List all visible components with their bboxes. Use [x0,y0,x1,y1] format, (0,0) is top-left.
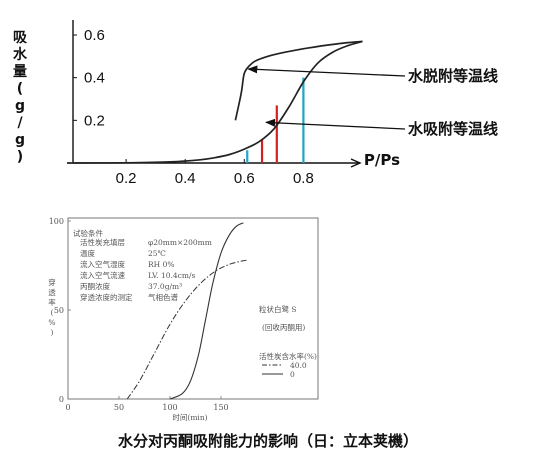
y-axis-label-char: 透 [48,288,56,297]
y-axis-label-char: g [15,132,25,148]
breakthrough-legend: 活性炭含水率(%) 40.00 [259,351,317,379]
figure-caption: 水分对丙酮吸附能力的影响（日：立本荚機） [118,432,418,450]
annotation-label: 水脱附等温线 [408,67,498,85]
y-axis-label-char: ( [17,81,23,97]
isotherm-pressure-markers [246,77,305,163]
y-axis-label-char: 水 [13,46,28,63]
test-conditions-title: 试验条件 [73,228,103,238]
y-tick-label: 0.4 [84,70,105,87]
breakthrough-tick-labels: 0 50 100 150 0 50 100 [49,217,229,412]
y-tick-label: 100 [49,217,64,226]
x-tick-label: 100 [162,403,177,412]
x-tick-label: 0.4 [175,170,196,187]
sample-label: 粒状白鹭 S [259,304,297,314]
recovery-label: (回收丙酮用) [262,322,305,332]
condition-name: 流入空气湿度 [80,259,125,269]
isotherm-series [66,40,363,164]
y-axis-label-char: ) [17,149,23,165]
isotherm-chart: 0.2 0.4 0.6 0.80.20.40.6 吸水量(g/g) P/Ps 水脱附等… [13,20,498,187]
isotherm-y-axis-label: 吸水量(g/g) [13,30,28,165]
desorption-isotherm-line [234,40,363,121]
condition-name: 流入空气流速 [80,270,125,280]
condition-value: LV. 10.4cm/s [148,271,196,280]
condition-value: 气相色谱 [148,292,178,302]
y-tick-label: 0.6 [84,27,105,44]
y-axis-label-char: % [48,318,55,327]
x-tick-label: 0.6 [234,170,255,187]
annotation-arrow [247,65,406,77]
condition-name: 温度 [80,248,95,258]
breakthrough-line-dry [169,222,244,400]
condition-name: 穿透浓度的测定 [80,292,133,302]
x-tick-label: 0.8 [293,170,314,187]
y-axis-label-char: / [17,115,23,131]
x-tick-label: 0.2 [116,170,137,187]
isotherm-x-axis-label: P/Ps [364,151,400,169]
legend-title: 活性炭含水率(%) [259,351,317,361]
y-tick-label: 0.2 [84,112,105,129]
y-tick-label: 0 [59,395,64,404]
y-tick-label: 50 [54,306,64,315]
condition-value: 25℃ [148,249,166,258]
y-axis-label-char: 率 [48,297,56,307]
y-axis-label-char: 吸 [13,30,28,46]
condition-value: φ20mm×200mm [148,238,212,247]
annotation-arrow [265,118,406,130]
x-tick-label: 0 [65,403,70,412]
y-axis-label-char: ) [51,328,54,337]
legend-label: 0 [290,370,295,379]
plot-frame [67,217,319,400]
condition-name: 丙酮浓度 [80,281,110,291]
x-axis-arrow [350,158,362,168]
breakthrough-series [126,222,247,400]
breakthrough-x-axis-label: 时间(min) [172,412,207,422]
x-tick-label: 150 [213,403,228,412]
isotherm-tick-labels: 0.2 0.4 0.6 0.8 0.2 0.4 0.6 [73,27,314,187]
breakthrough-chart: 0 50 100 150 0 50 100 穿透率(%) 时间(min) 试验条件 活性炭充… [48,217,319,422]
legend-label: 40.0 [290,361,307,370]
y-axis-label-char: ( [51,308,54,317]
breakthrough-line-wet [126,259,247,400]
x-tick-label: 50 [114,403,124,412]
y-axis-label-char: 量 [13,64,27,80]
breakthrough-y-axis-label: 穿透率(%) [48,277,56,337]
condition-value: 37.0g/m³ [148,282,182,291]
isotherm-axes [72,20,362,168]
adsorption-isotherm-line [66,40,363,164]
test-conditions-block: 试验条件 活性炭充填层 φ20mm×200mm 温度 25℃ 流入空气湿度 RH 0% 流入… [73,228,212,302]
y-axis-label-char: g [15,98,25,114]
y-axis-label-char: 穿 [48,277,56,287]
condition-value: RH 0% [148,260,174,269]
annotation-label: 水吸附等温线 [408,120,498,138]
condition-name: 活性炭充填层 [80,237,125,247]
breakthrough-axes [67,217,319,400]
